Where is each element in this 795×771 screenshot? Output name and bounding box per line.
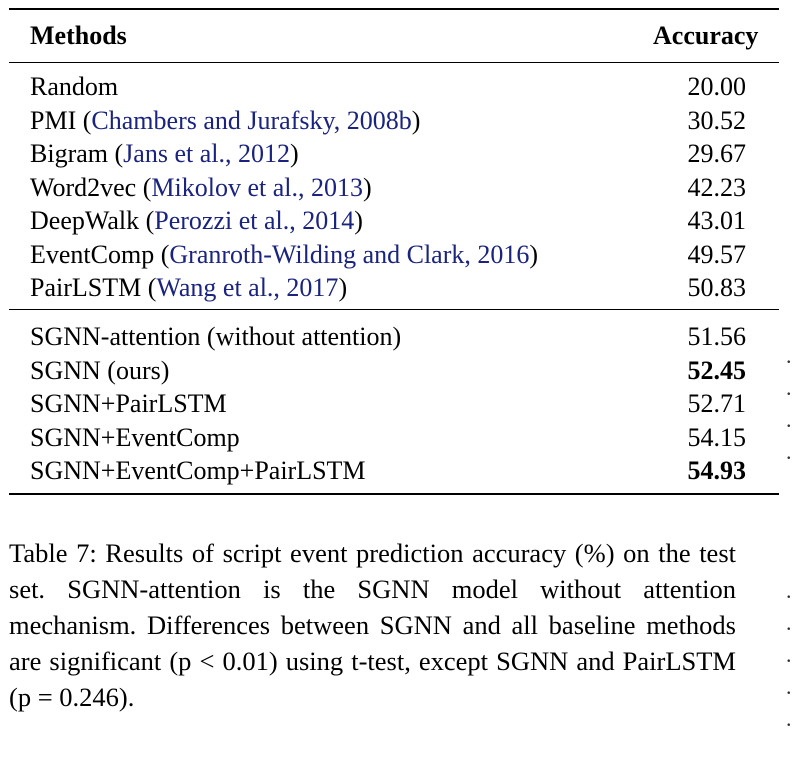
table-top-rule: [9, 8, 779, 10]
method-name: PMI: [30, 105, 77, 135]
table-row: Word2vec (Mikolov et al., 2013) 42.23: [0, 171, 795, 204]
accuracy-cell: 51.56: [687, 322, 747, 351]
method-name: SGNN-attention (without attention): [30, 322, 402, 351]
citation-link[interactable]: Granroth-Wilding and Clark, 2016: [169, 239, 530, 269]
method-cell: SGNN+PairLSTM: [30, 387, 227, 420]
method-name: Word2vec: [30, 172, 137, 202]
accuracy-cell: 43.01: [687, 206, 747, 235]
method-name: SGNN+EventComp: [30, 422, 240, 452]
accuracy-cell: 29.67: [687, 139, 747, 168]
method-name: SGNN+EventComp+PairLSTM: [30, 456, 366, 485]
accuracy-cell: 54.15: [687, 422, 747, 452]
accuracy-cell: 20.00: [687, 72, 747, 101]
table-row: EventComp (Granroth-Wilding and Clark, 2…: [0, 238, 795, 271]
accuracy-cell: 30.52: [687, 105, 747, 135]
method-cell: SGNN (ours): [30, 354, 169, 387]
accuracy-cell: 52.45: [687, 355, 747, 385]
accuracy-cell: 54.93: [687, 456, 747, 485]
table-row: SGNN-attention (without attention) 51.56: [0, 320, 795, 353]
accuracy-cell: 49.57: [687, 239, 747, 269]
table-bottom-rule: [9, 493, 779, 495]
table-row: SGNN+PairLSTM 52.71: [0, 387, 795, 420]
table-row: PairLSTM (Wang et al., 2017) 50.83: [0, 271, 795, 304]
method-cell: SGNN+EventComp: [30, 421, 240, 454]
adjacent-column-fragment-lower: .....: [786, 578, 792, 731]
header-accuracy: Accuracy: [653, 21, 759, 50]
table-row: SGNN+EventComp 54.15: [0, 421, 795, 454]
method-cell: DeepWalk (Perozzi et al., 2014): [30, 206, 363, 235]
table-row: SGNN (ours) 52.45: [0, 354, 795, 387]
method-cell: SGNN-attention (without attention): [30, 320, 401, 353]
accuracy-cell: 50.83: [687, 273, 747, 302]
method-name: PairLSTM: [30, 273, 142, 302]
method-cell: PMI (Chambers and Jurafsky, 2008b): [30, 105, 421, 135]
method-cell: Word2vec (Mikolov et al., 2013): [30, 172, 372, 202]
group-separator-rule: [9, 309, 779, 310]
header-rule: [9, 62, 779, 63]
method-name: Bigram: [30, 139, 108, 168]
method-name: DeepWalk: [30, 206, 140, 235]
table-row: DeepWalk (Perozzi et al., 2014) 43.01: [0, 204, 795, 237]
table-row: Random 20.00: [0, 70, 795, 103]
method-name: Random: [30, 72, 119, 101]
accuracy-cell: 42.23: [687, 172, 747, 202]
accuracy-cell: 52.71: [687, 389, 747, 418]
table-caption: Table 7: Results of script event predict…: [9, 535, 736, 715]
method-cell: Bigram (Jans et al., 2012): [30, 139, 299, 168]
table-row: Bigram (Jans et al., 2012) 29.67: [0, 137, 795, 170]
citation-link[interactable]: Wang et al., 2017: [156, 273, 339, 302]
method-cell: SGNN+EventComp+PairLSTM: [30, 454, 366, 487]
citation-link[interactable]: Mikolov et al., 2013: [151, 172, 363, 202]
citation-link[interactable]: Chambers and Jurafsky, 2008b: [91, 105, 412, 135]
method-cell: Random: [30, 70, 118, 103]
adjacent-column-fragment: ....: [786, 343, 792, 464]
table-row: PMI (Chambers and Jurafsky, 2008b) 30.52: [0, 104, 795, 137]
method-name: EventComp: [30, 239, 155, 269]
method-cell: EventComp (Granroth-Wilding and Clark, 2…: [30, 239, 539, 269]
method-name: SGNN+PairLSTM: [30, 389, 227, 418]
table-row: SGNN+EventComp+PairLSTM 54.93: [0, 454, 795, 487]
header-methods: Methods: [30, 21, 127, 50]
citation-link[interactable]: Jans et al., 2012: [123, 139, 290, 168]
method-cell: PairLSTM (Wang et al., 2017): [30, 273, 348, 302]
caption-text: Table 7: Results of script event predict…: [9, 538, 736, 712]
citation-link[interactable]: Perozzi et al., 2014: [154, 206, 355, 235]
method-name: SGNN (ours): [30, 355, 170, 385]
